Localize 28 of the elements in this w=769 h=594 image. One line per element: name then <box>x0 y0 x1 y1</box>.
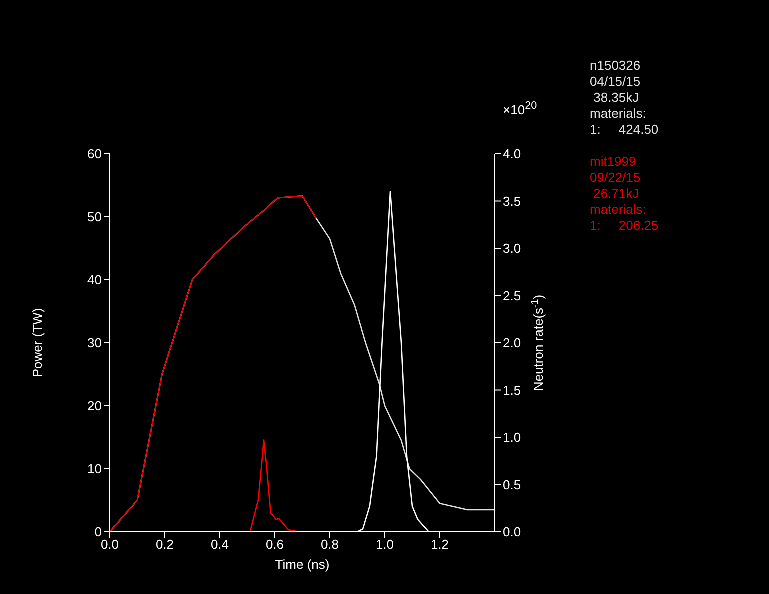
y-tick-label: 60 <box>88 146 102 162</box>
y2-tick-label: 2.5 <box>503 288 522 304</box>
x-tick-label: 0.6 <box>266 537 284 552</box>
y2-tick-label: 2.0 <box>503 336 522 351</box>
y2-tick-label: 1.5 <box>503 382 522 398</box>
y2-tick-label: 0.0 <box>503 524 522 540</box>
y2-tick-label: 3.5 <box>503 194 522 209</box>
text: mit1999 09/22/15 26.71kJ materials: 1: 206.25 <box>590 154 659 234</box>
y-tick-label: 0 <box>94 524 102 540</box>
text: n150326 04/15/15 38.35kJ materials: 1: 424.50 <box>590 58 659 138</box>
x-tick-label: 1.2 <box>430 537 450 552</box>
y-tick-label: 30 <box>88 336 102 351</box>
text: ×10$^{20}$ <box>503 100 538 118</box>
y-tick-label: 50 <box>88 210 102 225</box>
y-tick-label: 20 <box>88 398 102 414</box>
x-axis-title: Time (ns) <box>275 557 330 572</box>
y2-tick-label: 4.0 <box>503 146 522 162</box>
x-tick-label: 0.2 <box>156 537 174 552</box>
x-tick-label: 0.0 <box>100 537 120 552</box>
y2-tick-label: 0.5 <box>503 477 522 492</box>
y-tick-label: 40 <box>88 272 102 288</box>
x-tick-label: 1.0 <box>376 537 394 552</box>
y2-tick-label: 3.0 <box>503 241 522 256</box>
y-tick-label: 10 <box>88 462 102 477</box>
y-axis-title: Power (TW) <box>30 308 45 378</box>
x-tick-label: 0.4 <box>210 537 230 552</box>
y2-tick-label: 1.0 <box>503 430 522 446</box>
x-tick-label: 0.8 <box>320 537 340 552</box>
